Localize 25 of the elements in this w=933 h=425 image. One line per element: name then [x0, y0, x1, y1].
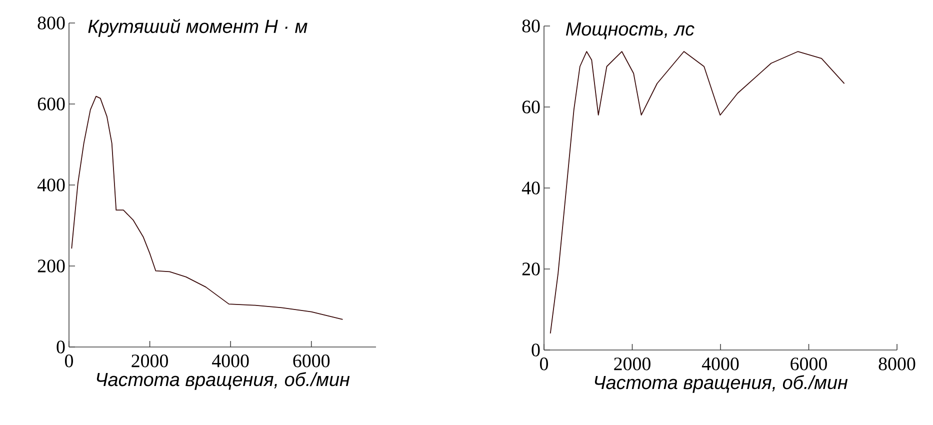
chart-title: Крутяший момент Н · м	[88, 18, 308, 37]
y-tick-label: 600	[38, 98, 65, 110]
y-tick-label: 80	[522, 20, 540, 32]
x-tick-label: 6000	[790, 358, 827, 370]
y-tick-label: 0	[532, 344, 540, 356]
x-tick-label: 2000	[614, 358, 650, 370]
y-tick-label: 400	[37, 178, 65, 192]
y-tick-label: 0	[56, 340, 65, 354]
line-series	[550, 51, 845, 334]
x-tick-label: 2000	[132, 354, 168, 368]
x-axis-title: Частота вращения, об./мин	[594, 375, 848, 393]
x-tick-label: 0	[64, 354, 74, 368]
y-tick-label: 800	[38, 16, 65, 30]
chart-title: Мощность, лс	[566, 22, 694, 40]
x-tick-label: 6000	[293, 354, 330, 368]
x-tick-label: 8000	[878, 358, 916, 370]
x-axis-title: Частота вращения, об./мин	[96, 372, 350, 390]
y-tick-label: 200	[38, 260, 65, 272]
x-tick-label: 4000	[702, 358, 739, 370]
line-series	[71, 96, 344, 320]
x-tick-label: 0	[540, 358, 548, 370]
y-tick-label: 60	[522, 100, 540, 114]
y-tick-label: 40	[522, 182, 540, 194]
y-tick-label: 20	[522, 262, 540, 276]
x-tick-label: 4000	[212, 354, 249, 368]
